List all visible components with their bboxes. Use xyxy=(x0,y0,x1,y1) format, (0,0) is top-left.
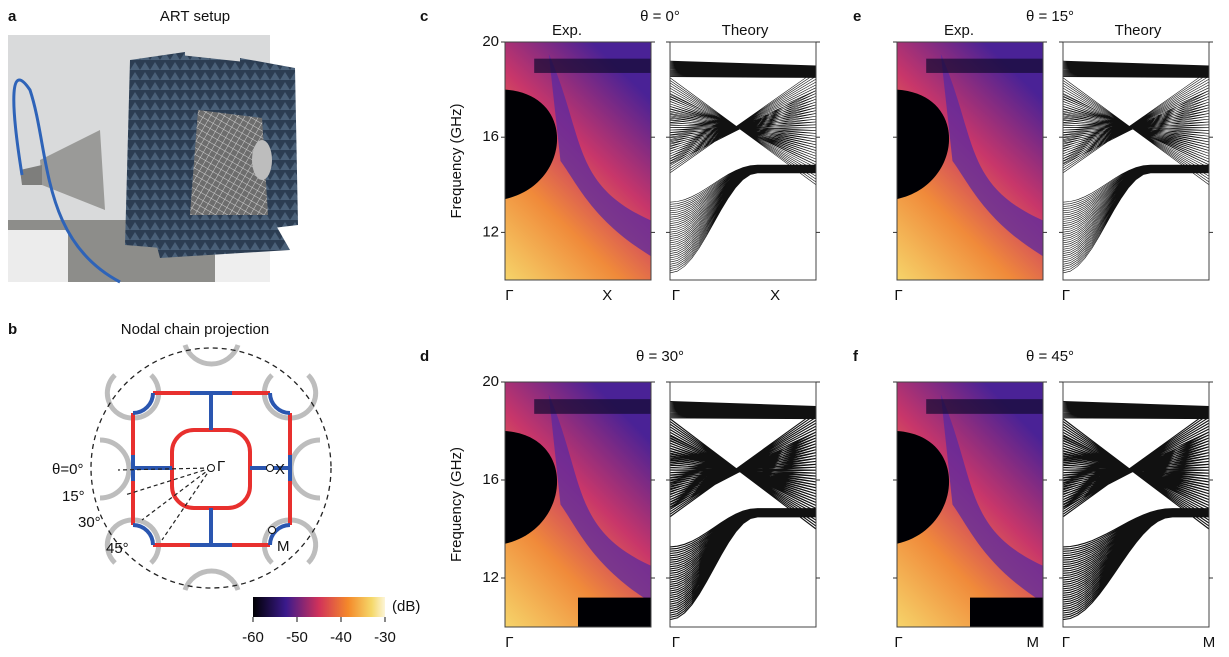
theory-bands xyxy=(670,42,816,280)
x-label: Γ xyxy=(894,287,902,304)
point-marker xyxy=(269,527,276,534)
panel-label: d xyxy=(420,348,429,365)
y-tick-label: 16 xyxy=(482,471,499,488)
x-label: M xyxy=(1203,634,1216,651)
panel-label: b xyxy=(8,321,17,338)
y-axis-label: Frequency (GHz) xyxy=(448,103,465,218)
exp-heatmap xyxy=(505,382,651,627)
y-tick-label: 12 xyxy=(482,569,499,586)
exp-heatmap xyxy=(897,42,1043,280)
angle-label: θ=0° xyxy=(52,461,83,478)
x-label: Γ xyxy=(672,634,680,651)
x-label: X xyxy=(770,287,780,304)
panel-title: Nodal chain projection xyxy=(121,321,269,338)
x-label: Γ xyxy=(1062,287,1070,304)
panel-label: e xyxy=(853,8,861,25)
photo xyxy=(8,35,298,282)
exp-title: Exp. xyxy=(552,22,582,39)
x-label: Γ xyxy=(505,634,513,651)
panel-title: ART setup xyxy=(160,8,230,25)
point-label: M xyxy=(277,538,290,555)
dark-band xyxy=(926,59,1043,73)
point-label: Γ xyxy=(217,458,225,475)
y-tick-label: 20 xyxy=(482,373,499,390)
theory-bands xyxy=(1063,382,1209,627)
angle-label: 15° xyxy=(62,488,85,505)
photo-block xyxy=(8,230,68,282)
panel-angle: θ = 30° xyxy=(636,348,684,365)
y-tick-label: 12 xyxy=(482,223,499,240)
y-axis-label: Frequency (GHz) xyxy=(448,447,465,562)
panel-angle: θ = 15° xyxy=(1026,8,1074,25)
point-marker xyxy=(267,465,274,472)
colorbar-tick-label: -30 xyxy=(374,629,396,646)
panel-angle: θ = 45° xyxy=(1026,348,1074,365)
panel-label: c xyxy=(420,8,428,25)
figure: a ART setup b Nodal chain projection θ=0… xyxy=(0,0,1229,652)
colorbar xyxy=(253,597,385,617)
theory-title: Theory xyxy=(722,22,769,39)
x-label: Γ xyxy=(894,634,902,651)
panel-angle: θ = 0° xyxy=(640,8,680,25)
colorbar-tick-label: -40 xyxy=(330,629,352,646)
x-label: Γ xyxy=(505,287,513,304)
horn-antenna xyxy=(252,140,272,180)
exp-heatmap xyxy=(505,42,651,280)
x-label: Γ xyxy=(672,287,680,304)
theory-bands xyxy=(1063,42,1209,280)
point-label: X xyxy=(275,461,285,478)
theory-title: Theory xyxy=(1115,22,1162,39)
angle-label: 45° xyxy=(106,540,129,557)
dark-band xyxy=(578,598,651,627)
angle-label: 30° xyxy=(78,514,101,531)
dark-band xyxy=(534,59,651,73)
exp-title: Exp. xyxy=(944,22,974,39)
point-marker xyxy=(208,465,215,472)
colorbar-tick-label: -60 xyxy=(242,629,264,646)
dark-band xyxy=(970,598,1043,627)
theory-bands xyxy=(670,382,816,627)
colorbar-tick-label: -50 xyxy=(286,629,308,646)
y-tick-label: 16 xyxy=(482,128,499,145)
panel-label: f xyxy=(853,348,859,365)
exp-heatmap xyxy=(897,382,1043,627)
x-label: X xyxy=(602,287,612,304)
x-label: M xyxy=(1027,634,1040,651)
colorbar-unit: (dB) xyxy=(392,598,420,615)
y-tick-label: 20 xyxy=(482,33,499,50)
x-label: Γ xyxy=(1062,634,1070,651)
panel-label: a xyxy=(8,8,17,25)
dark-band xyxy=(926,399,1043,414)
dark-band xyxy=(534,399,651,414)
